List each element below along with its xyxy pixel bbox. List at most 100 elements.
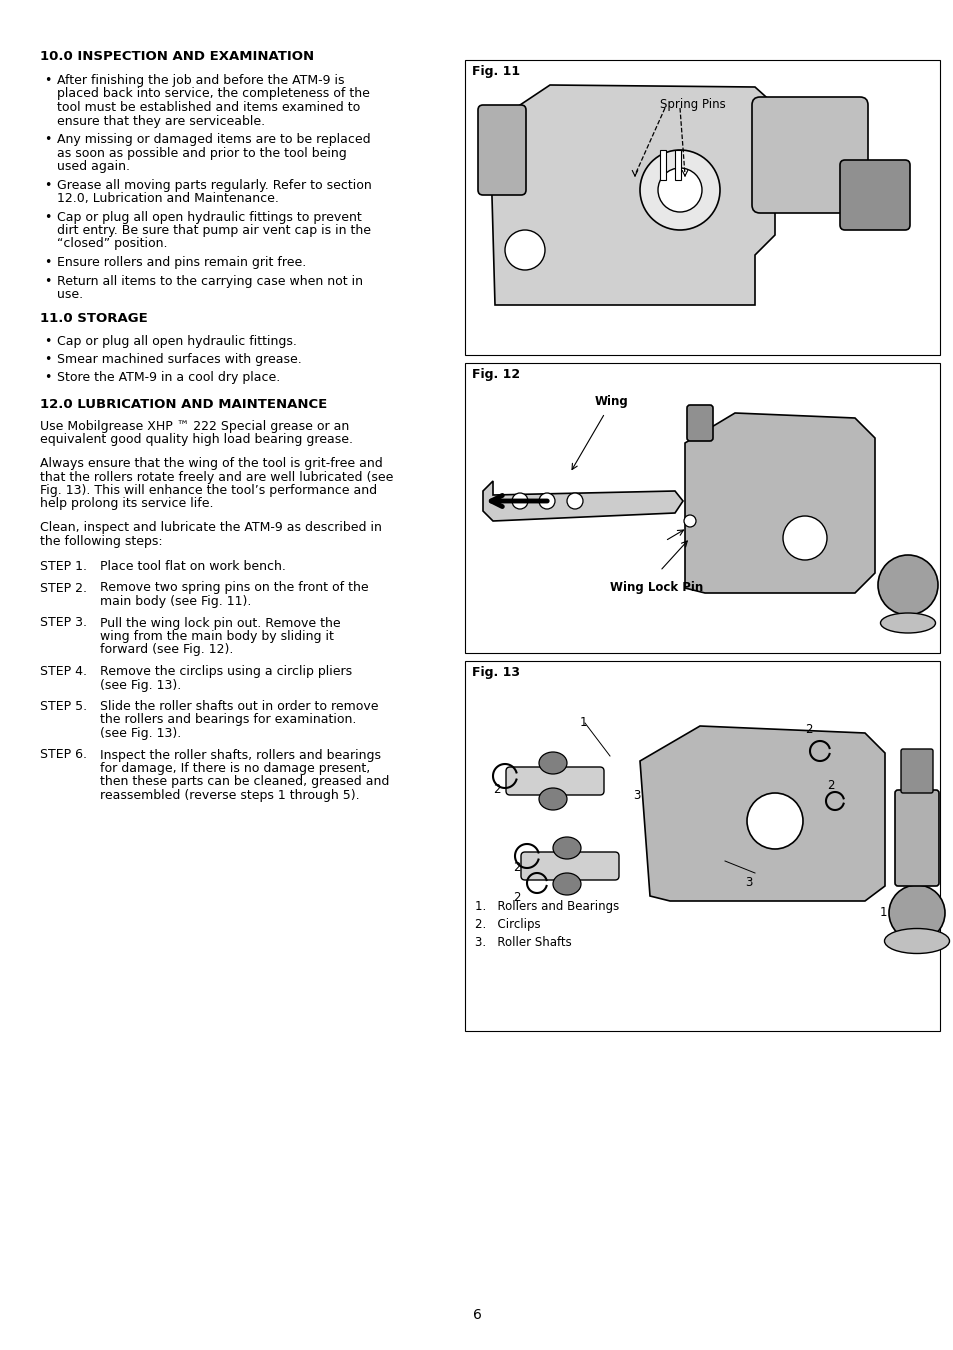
Text: Remove two spring pins on the front of the: Remove two spring pins on the front of t… [100,582,368,594]
Circle shape [639,150,720,230]
FancyBboxPatch shape [840,161,909,230]
Text: Store the ATM-9 in a cool dry place.: Store the ATM-9 in a cool dry place. [57,371,280,385]
Ellipse shape [553,837,580,859]
Text: •: • [44,211,51,224]
Text: Fig. 12: Fig. 12 [472,369,519,381]
Text: used again.: used again. [57,161,130,173]
Text: 2: 2 [513,891,520,904]
Bar [675,150,680,180]
Text: •: • [44,335,51,347]
FancyBboxPatch shape [505,767,603,795]
Text: Any missing or damaged items are to be replaced: Any missing or damaged items are to be r… [57,134,370,146]
Text: forward (see Fig. 12).: forward (see Fig. 12). [100,644,233,656]
Polygon shape [639,726,884,900]
Circle shape [504,230,544,270]
Text: Ensure rollers and pins remain grit free.: Ensure rollers and pins remain grit free… [57,256,306,269]
Text: Grease all moving parts regularly. Refer to section: Grease all moving parts regularly. Refer… [57,178,372,192]
Text: the rollers and bearings for examination.: the rollers and bearings for examination… [100,714,356,726]
Text: Fig. 11: Fig. 11 [472,65,519,78]
Text: placed back into service, the completeness of the: placed back into service, the completene… [57,88,370,100]
Text: STEP 3.: STEP 3. [40,617,87,629]
Bar [659,150,665,180]
Bar [464,59,939,355]
Text: Pull the wing lock pin out. Remove the: Pull the wing lock pin out. Remove the [100,617,340,629]
Text: STEP 5.: STEP 5. [40,701,87,713]
Polygon shape [482,481,682,521]
Text: •: • [44,371,51,385]
Text: •: • [44,274,51,288]
Circle shape [566,493,582,509]
Text: then these parts can be cleaned, greased and: then these parts can be cleaned, greased… [100,775,389,788]
Text: STEP 1.: STEP 1. [40,560,87,572]
Circle shape [782,516,826,560]
Text: 10.0 INSPECTION AND EXAMINATION: 10.0 INSPECTION AND EXAMINATION [40,50,314,63]
Circle shape [888,886,944,941]
Text: 3: 3 [744,876,752,890]
Text: Return all items to the carrying case when not in: Return all items to the carrying case wh… [57,274,363,288]
Text: dirt entry. Be sure that pump air vent cap is in the: dirt entry. Be sure that pump air vent c… [57,224,371,238]
Polygon shape [684,413,874,593]
Text: the following steps:: the following steps: [40,535,162,548]
Text: that the rollers rotate freely and are well lubricated (see: that the rollers rotate freely and are w… [40,471,393,483]
Circle shape [683,514,696,526]
Ellipse shape [553,873,580,895]
FancyBboxPatch shape [900,749,932,792]
FancyBboxPatch shape [751,97,867,213]
FancyBboxPatch shape [520,852,618,880]
Text: 2: 2 [513,861,520,873]
Text: help prolong its service life.: help prolong its service life. [40,498,213,510]
Text: Smear machined surfaces with grease.: Smear machined surfaces with grease. [57,352,301,366]
Text: Cap or plug all open hydraulic fittings.: Cap or plug all open hydraulic fittings. [57,335,296,347]
Ellipse shape [880,613,935,633]
Text: 2: 2 [826,779,834,792]
Text: Remove the circlips using a circlip pliers: Remove the circlips using a circlip plie… [100,666,352,678]
Text: as soon as possible and prior to the tool being: as soon as possible and prior to the too… [57,147,346,159]
Circle shape [877,555,937,616]
Text: 2: 2 [493,783,500,796]
Text: •: • [44,74,51,86]
Text: 2: 2 [804,724,812,736]
Text: reassembled (reverse steps 1 through 5).: reassembled (reverse steps 1 through 5). [100,788,359,802]
Text: 1: 1 [579,716,587,729]
Text: (see Fig. 13).: (see Fig. 13). [100,728,181,740]
Text: Wing: Wing [595,396,628,408]
Text: After finishing the job and before the ATM-9 is: After finishing the job and before the A… [57,74,344,86]
Text: Fig. 13). This will enhance the tool’s performance and: Fig. 13). This will enhance the tool’s p… [40,485,376,497]
Text: •: • [44,178,51,192]
Text: 1.   Rollers and Bearings: 1. Rollers and Bearings [475,900,618,913]
Text: 12.0, Lubrication and Maintenance.: 12.0, Lubrication and Maintenance. [57,192,278,205]
Text: 12.0 LUBRICATION AND MAINTENANCE: 12.0 LUBRICATION AND MAINTENANCE [40,398,327,410]
Text: STEP 4.: STEP 4. [40,666,87,678]
Text: Cap or plug all open hydraulic fittings to prevent: Cap or plug all open hydraulic fittings … [57,211,361,224]
Text: Use Mobilgrease XHP ™ 222 Special grease or an: Use Mobilgrease XHP ™ 222 Special grease… [40,420,349,433]
Circle shape [746,792,802,849]
Text: Fig. 13: Fig. 13 [472,666,519,679]
Text: for damage, If there is no damage present,: for damage, If there is no damage presen… [100,761,370,775]
Text: use.: use. [57,288,83,301]
Bar [464,363,939,653]
Text: •: • [44,352,51,366]
Text: Place tool flat on work bench.: Place tool flat on work bench. [100,560,286,572]
Circle shape [538,493,555,509]
Text: Inspect the roller shafts, rollers and bearings: Inspect the roller shafts, rollers and b… [100,748,380,761]
Ellipse shape [538,752,566,774]
Text: wing from the main body by sliding it: wing from the main body by sliding it [100,630,334,643]
Text: tool must be established and items examined to: tool must be established and items exami… [57,101,360,113]
Text: 3.   Roller Shafts: 3. Roller Shafts [475,936,571,949]
Text: 3: 3 [633,788,639,802]
Circle shape [512,493,527,509]
Text: 1: 1 [879,906,886,919]
Text: 11.0 STORAGE: 11.0 STORAGE [40,312,148,325]
FancyBboxPatch shape [477,105,525,194]
FancyBboxPatch shape [894,790,938,886]
Text: •: • [44,134,51,146]
Text: (see Fig. 13).: (see Fig. 13). [100,679,181,691]
Text: STEP 6.: STEP 6. [40,748,87,761]
Text: 6: 6 [472,1308,481,1322]
FancyBboxPatch shape [686,405,712,441]
Circle shape [658,167,701,212]
Ellipse shape [883,929,948,953]
Text: Slide the roller shafts out in order to remove: Slide the roller shafts out in order to … [100,701,378,713]
Ellipse shape [538,788,566,810]
Text: ensure that they are serviceable.: ensure that they are serviceable. [57,115,265,127]
